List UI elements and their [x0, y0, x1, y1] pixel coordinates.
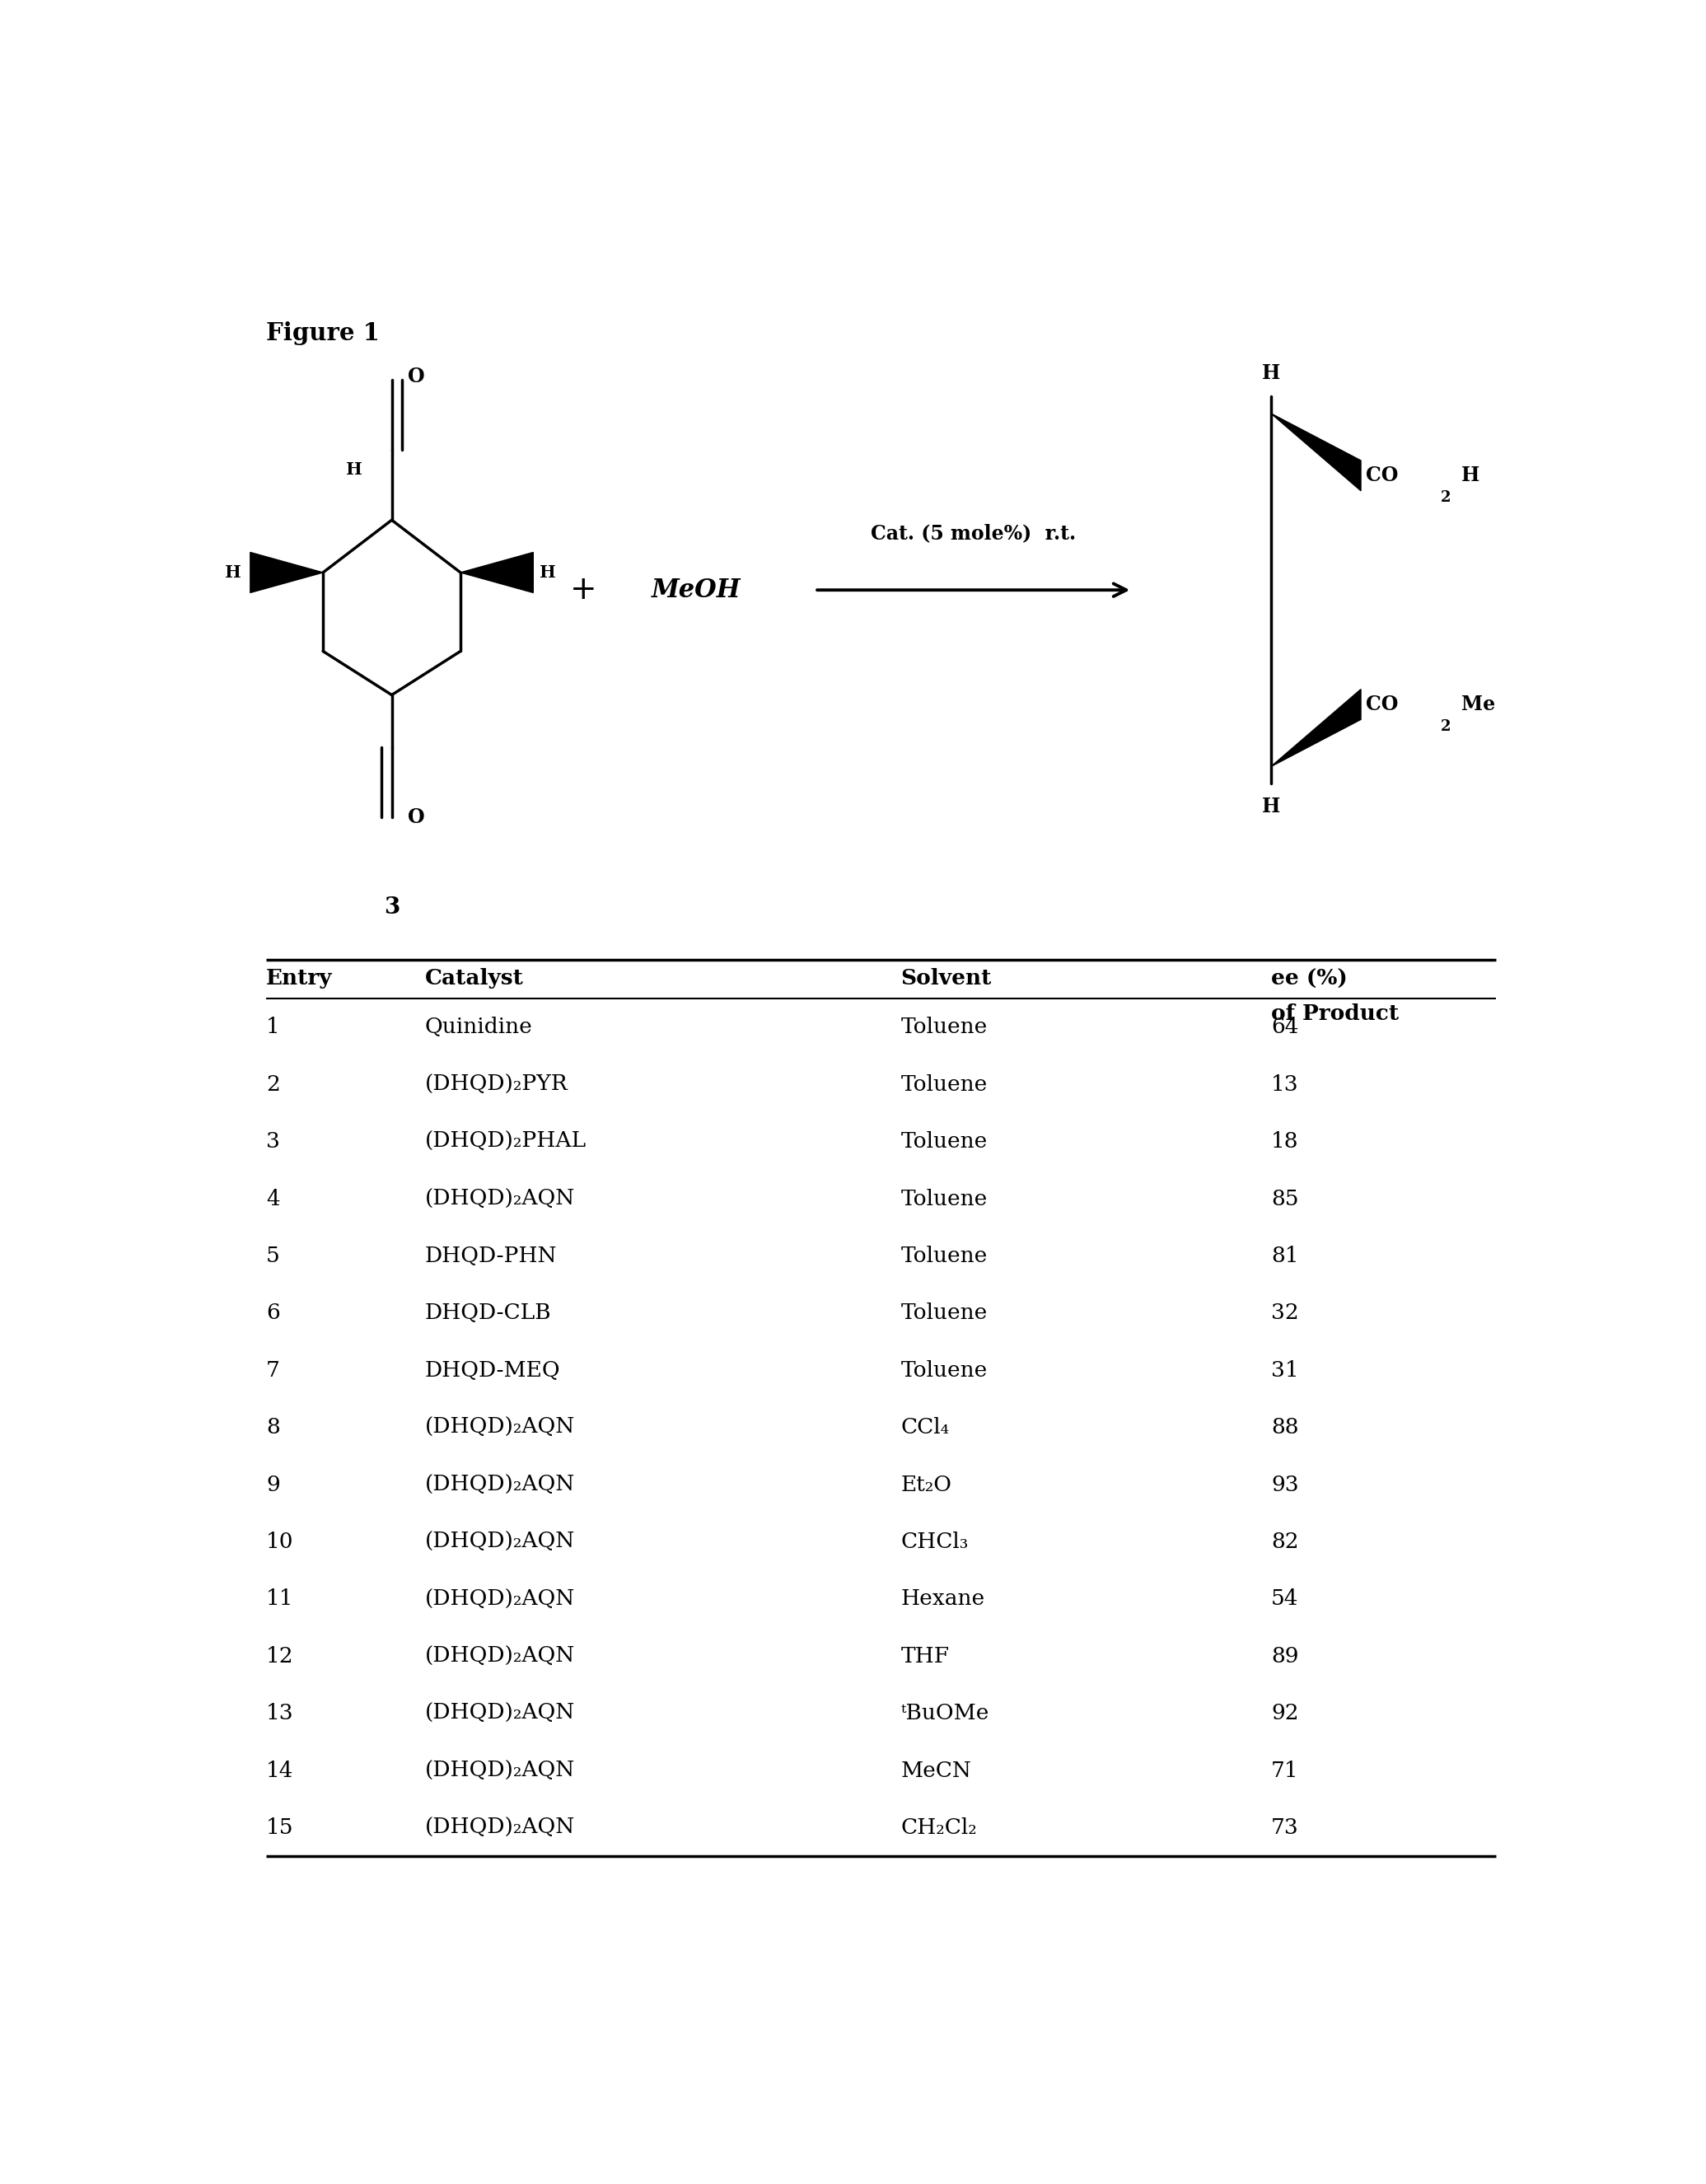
Text: CHCl₃: CHCl₃	[901, 1531, 969, 1553]
Text: (DHQD)₂AQN: (DHQD)₂AQN	[425, 1188, 575, 1210]
Text: 88: 88	[1271, 1417, 1298, 1437]
Text: of Product: of Product	[1271, 1005, 1399, 1024]
Text: (DHQD)₂AQN: (DHQD)₂AQN	[425, 1474, 575, 1496]
Text: 85: 85	[1271, 1188, 1298, 1210]
Text: O: O	[408, 808, 425, 828]
Text: 31: 31	[1271, 1361, 1298, 1380]
Text: 64: 64	[1271, 1018, 1298, 1037]
Text: Entry: Entry	[266, 968, 333, 989]
Text: 18: 18	[1271, 1131, 1298, 1151]
Text: Me: Me	[1462, 695, 1494, 714]
Text: MeCN: MeCN	[901, 1760, 971, 1780]
Text: Hexane: Hexane	[901, 1588, 984, 1610]
Text: CO: CO	[1367, 695, 1399, 714]
Text: Et₂O: Et₂O	[901, 1474, 952, 1496]
Text: (DHQD)₂PYR: (DHQD)₂PYR	[425, 1075, 568, 1094]
Text: 1: 1	[266, 1018, 280, 1037]
Text: Figure 1: Figure 1	[266, 321, 380, 345]
Text: 5: 5	[266, 1245, 280, 1267]
Text: H: H	[539, 563, 556, 581]
Text: (DHQD)₂AQN: (DHQD)₂AQN	[425, 1417, 575, 1437]
Text: 7: 7	[266, 1361, 280, 1380]
Text: +: +	[570, 574, 597, 605]
Text: MeOH: MeOH	[652, 577, 740, 603]
Text: O: O	[408, 367, 425, 387]
Text: Toluene: Toluene	[901, 1245, 988, 1267]
Text: (DHQD)₂AQN: (DHQD)₂AQN	[425, 1647, 575, 1666]
Text: CH₂Cl₂: CH₂Cl₂	[901, 1817, 978, 1839]
Text: Toluene: Toluene	[901, 1075, 988, 1094]
Polygon shape	[251, 553, 322, 592]
Text: CO: CO	[1367, 465, 1399, 485]
Text: 2: 2	[266, 1075, 280, 1094]
Text: 82: 82	[1271, 1531, 1298, 1553]
Text: Toluene: Toluene	[901, 1188, 988, 1210]
Text: H: H	[225, 563, 241, 581]
Text: Quinidine: Quinidine	[425, 1018, 532, 1037]
Text: 14: 14	[266, 1760, 293, 1780]
Text: Cat. (5 mole%)  r.t.: Cat. (5 mole%) r.t.	[870, 524, 1076, 544]
Text: (DHQD)₂AQN: (DHQD)₂AQN	[425, 1817, 575, 1839]
Text: DHQD-PHN: DHQD-PHN	[425, 1245, 556, 1267]
Text: 15: 15	[266, 1817, 293, 1839]
Text: H: H	[1262, 363, 1280, 382]
Text: Solvent: Solvent	[901, 968, 991, 989]
Text: 73: 73	[1271, 1817, 1298, 1839]
Text: Toluene: Toluene	[901, 1361, 988, 1380]
Text: Toluene: Toluene	[901, 1018, 988, 1037]
Text: 12: 12	[266, 1647, 293, 1666]
Text: THF: THF	[901, 1647, 950, 1666]
Text: Toluene: Toluene	[901, 1304, 988, 1324]
Polygon shape	[1271, 413, 1361, 491]
Text: 13: 13	[266, 1704, 293, 1723]
Text: 10: 10	[266, 1531, 293, 1553]
Text: ᵗBuOMe: ᵗBuOMe	[901, 1704, 989, 1723]
Text: Catalyst: Catalyst	[425, 968, 524, 989]
Polygon shape	[461, 553, 534, 592]
Text: 3: 3	[266, 1131, 280, 1151]
Text: 13: 13	[1271, 1075, 1298, 1094]
Text: H: H	[1462, 465, 1479, 485]
Text: 9: 9	[266, 1474, 280, 1496]
Text: DHQD-MEQ: DHQD-MEQ	[425, 1361, 560, 1380]
Text: 2: 2	[1440, 719, 1450, 734]
Text: 8: 8	[266, 1417, 280, 1437]
Text: H: H	[346, 461, 363, 478]
Text: 2: 2	[1440, 489, 1450, 505]
Text: (DHQD)₂AQN: (DHQD)₂AQN	[425, 1588, 575, 1610]
Text: 6: 6	[266, 1304, 280, 1324]
Text: (DHQD)₂PHAL: (DHQD)₂PHAL	[425, 1131, 587, 1151]
Text: DHQD-CLB: DHQD-CLB	[425, 1304, 551, 1324]
Text: CCl₄: CCl₄	[901, 1417, 950, 1437]
Text: 89: 89	[1271, 1647, 1298, 1666]
Text: Toluene: Toluene	[901, 1131, 988, 1151]
Text: 11: 11	[266, 1588, 293, 1610]
Text: 81: 81	[1271, 1245, 1298, 1267]
Text: 92: 92	[1271, 1704, 1298, 1723]
Text: (DHQD)₂AQN: (DHQD)₂AQN	[425, 1760, 575, 1780]
Text: ee (%): ee (%)	[1271, 968, 1348, 989]
Text: 93: 93	[1271, 1474, 1298, 1496]
Text: (DHQD)₂AQN: (DHQD)₂AQN	[425, 1704, 575, 1723]
Text: 3: 3	[384, 895, 399, 917]
Text: 71: 71	[1271, 1760, 1298, 1780]
Text: 54: 54	[1271, 1588, 1298, 1610]
Text: 32: 32	[1271, 1304, 1298, 1324]
Text: 4: 4	[266, 1188, 280, 1210]
Text: (DHQD)₂AQN: (DHQD)₂AQN	[425, 1531, 575, 1553]
Text: H: H	[1262, 797, 1280, 817]
Polygon shape	[1271, 690, 1361, 767]
